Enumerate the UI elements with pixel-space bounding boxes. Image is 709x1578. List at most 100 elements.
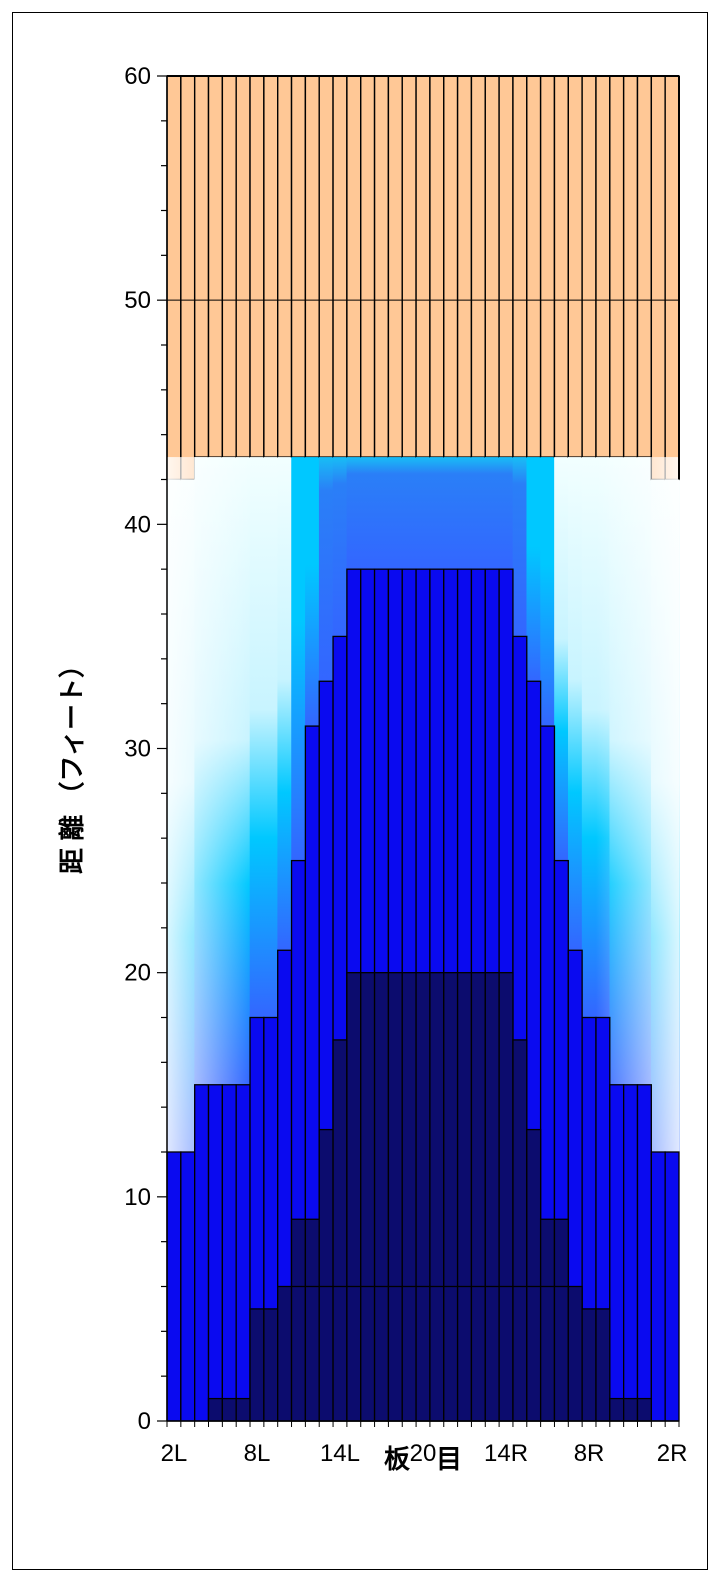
heads-bar (553, 1285, 569, 1422)
heads-bar (526, 1285, 542, 1422)
upper-band-bar (484, 75, 500, 458)
front-bar (650, 1151, 666, 1422)
y-tick-label: 0 (138, 1408, 151, 1435)
x-tick-label: 2R (657, 1440, 688, 1467)
heads-bar (387, 1285, 403, 1422)
upper-band-bar (373, 75, 390, 458)
mid-band-bar (374, 457, 389, 570)
heads-bar (484, 1285, 500, 1422)
heads-bar (318, 1285, 334, 1422)
mid-band-bar (388, 457, 403, 570)
front-bar (207, 1084, 224, 1422)
upper-band-bar (636, 75, 653, 458)
upper-band-bar (595, 75, 611, 458)
mid-band-bar (360, 457, 375, 570)
mid-band-bar (415, 457, 431, 570)
heads-bar (498, 1285, 514, 1422)
upper-band-bar (360, 75, 376, 458)
y-tick-label: 40 (124, 511, 151, 538)
upper-band-bar (429, 75, 445, 458)
heads-bar (595, 1308, 611, 1422)
mid-band-bar (249, 457, 265, 1018)
upper-band-bar (332, 75, 348, 458)
upper-band-bar (346, 75, 362, 458)
upper-band-bar (512, 75, 528, 458)
upper-band-bar (443, 75, 459, 458)
y-axis-title: 距 離 （フィート） (57, 652, 87, 874)
heads-bar (346, 1285, 362, 1422)
heads-bar (470, 1285, 486, 1422)
mid-band-bar (332, 457, 348, 637)
mid-band-bar (263, 457, 279, 1018)
mid-band-bar (471, 457, 486, 570)
upper-band-bar (664, 75, 680, 481)
upper-band-bar (539, 75, 556, 458)
mid-band-bar (512, 457, 528, 637)
upper-band-bar (277, 75, 293, 458)
front-bar (235, 1084, 251, 1422)
y-tick-label: 20 (124, 960, 151, 987)
front-bar (221, 1084, 237, 1422)
front-bar (166, 1151, 182, 1422)
upper-band-bar (553, 75, 569, 458)
heads-bar (401, 1285, 417, 1422)
upper-band-bar (567, 75, 583, 458)
chart-frame: 0 10 20 30 40 50 60 2L 8L 14L 20 14R 8R 2R 板 目 距 離 （… (12, 12, 708, 1570)
x-tick-label: 14R (484, 1440, 528, 1467)
heads-bar (609, 1397, 625, 1422)
x-tick-label: 2L (161, 1440, 188, 1467)
mid-band-bar (401, 457, 417, 570)
heads-bar (636, 1397, 652, 1422)
y-tick-label: 10 (124, 1184, 151, 1211)
heads-bar (249, 1308, 265, 1422)
heads-bar (373, 1285, 390, 1422)
upper-band-bar (263, 75, 279, 458)
upper-band-bar (221, 75, 237, 458)
heads-bar (263, 1308, 279, 1422)
y-tick-label: 30 (124, 736, 151, 763)
heads-bar (429, 1285, 445, 1422)
heads-bar (567, 1285, 583, 1422)
heads-bar (581, 1308, 597, 1422)
upper-band-bar (180, 75, 196, 481)
x-axis: 2L 8L 14L 20 14R 8R 2R (161, 1420, 688, 1467)
upper-band-bar (318, 75, 334, 458)
upper-band-bar (609, 75, 625, 458)
mid-band-bar (346, 457, 362, 570)
mid-band-bar (318, 457, 334, 682)
front-bar (664, 1151, 680, 1422)
upper-band-bar (166, 75, 182, 481)
heads-bar (235, 1397, 251, 1422)
heads-bar (304, 1285, 320, 1422)
heads-bar (456, 1285, 473, 1422)
mid-band-bar (277, 457, 292, 951)
plot-area (166, 75, 680, 1422)
heads-bar (415, 1285, 431, 1422)
upper-band-bar (249, 75, 265, 458)
lane-distance-chart: 0 10 20 30 40 50 60 2L 8L 14L 20 14R 8R 2R 板 目 距 離 （… (57, 63, 688, 1474)
mid-band-bar (554, 457, 569, 861)
front-bar (609, 1084, 625, 1422)
x-axis-title: 板 目 (384, 1444, 462, 1474)
heads-bar (207, 1397, 224, 1422)
upper-band-bar (207, 75, 224, 458)
x-tick-label: 20 (410, 1440, 437, 1467)
mid-band-bar (567, 457, 583, 951)
mid-band-bar (581, 457, 597, 1018)
upper-band-bar (387, 75, 403, 458)
x-tick-label: 8R (574, 1440, 605, 1467)
heads-bar (539, 1285, 556, 1422)
mid-band-bar (526, 457, 541, 682)
heads-bar (443, 1285, 459, 1422)
mid-band-bar (305, 457, 320, 727)
upper-band-bar (470, 75, 486, 458)
upper-band-bar (622, 75, 639, 458)
flank-fade-left (167, 457, 251, 1152)
y-axis: 0 10 20 30 40 50 60 (124, 63, 168, 1435)
front-bar (622, 1084, 639, 1422)
heads-bar (290, 1285, 307, 1422)
mid-band-bar (498, 457, 514, 570)
y-tick-label: 60 (124, 63, 151, 90)
heads-bar (332, 1285, 348, 1422)
upper-band-bar (235, 75, 251, 458)
